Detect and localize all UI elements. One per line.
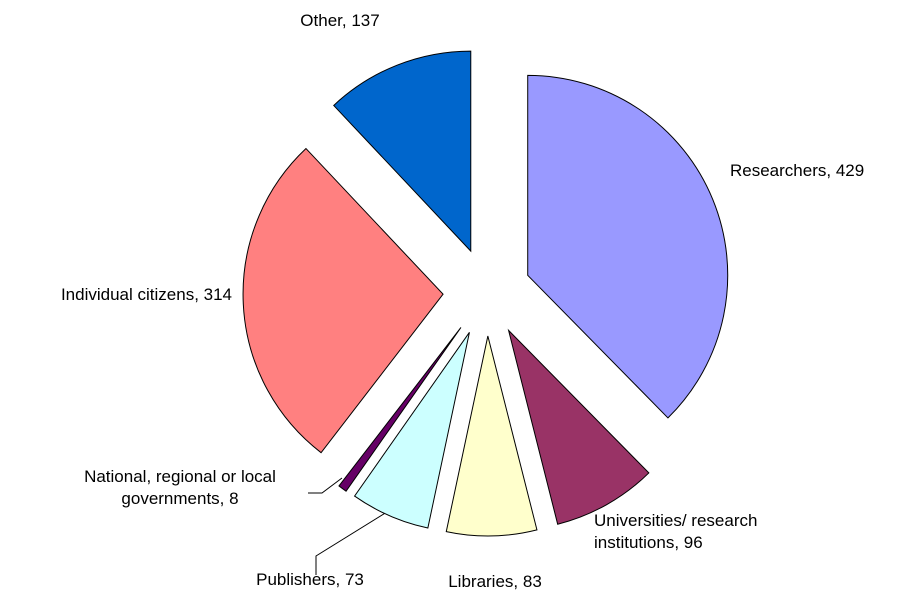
pie-slice [338,327,462,492]
pie-slice [445,335,538,537]
slice-label: Publishers, 73 [256,570,364,589]
slice-label: National, regional or local governments,… [84,467,276,508]
leader-line [308,477,343,494]
slice-label: Researchers, 429 [730,161,865,180]
slice-label: Other, 137 [300,11,380,30]
pie-slice [353,332,470,529]
slice-label: Individual citizens, 314 [60,285,232,304]
pie-slice [507,328,650,525]
pie-slice [242,147,444,454]
leader-line [315,506,396,575]
pie-slice [527,74,729,419]
slice-label: Universities/ research institutions, 96 [594,511,758,552]
slice-label: Libraries, 83 [448,572,542,591]
pie-slice [333,50,472,253]
